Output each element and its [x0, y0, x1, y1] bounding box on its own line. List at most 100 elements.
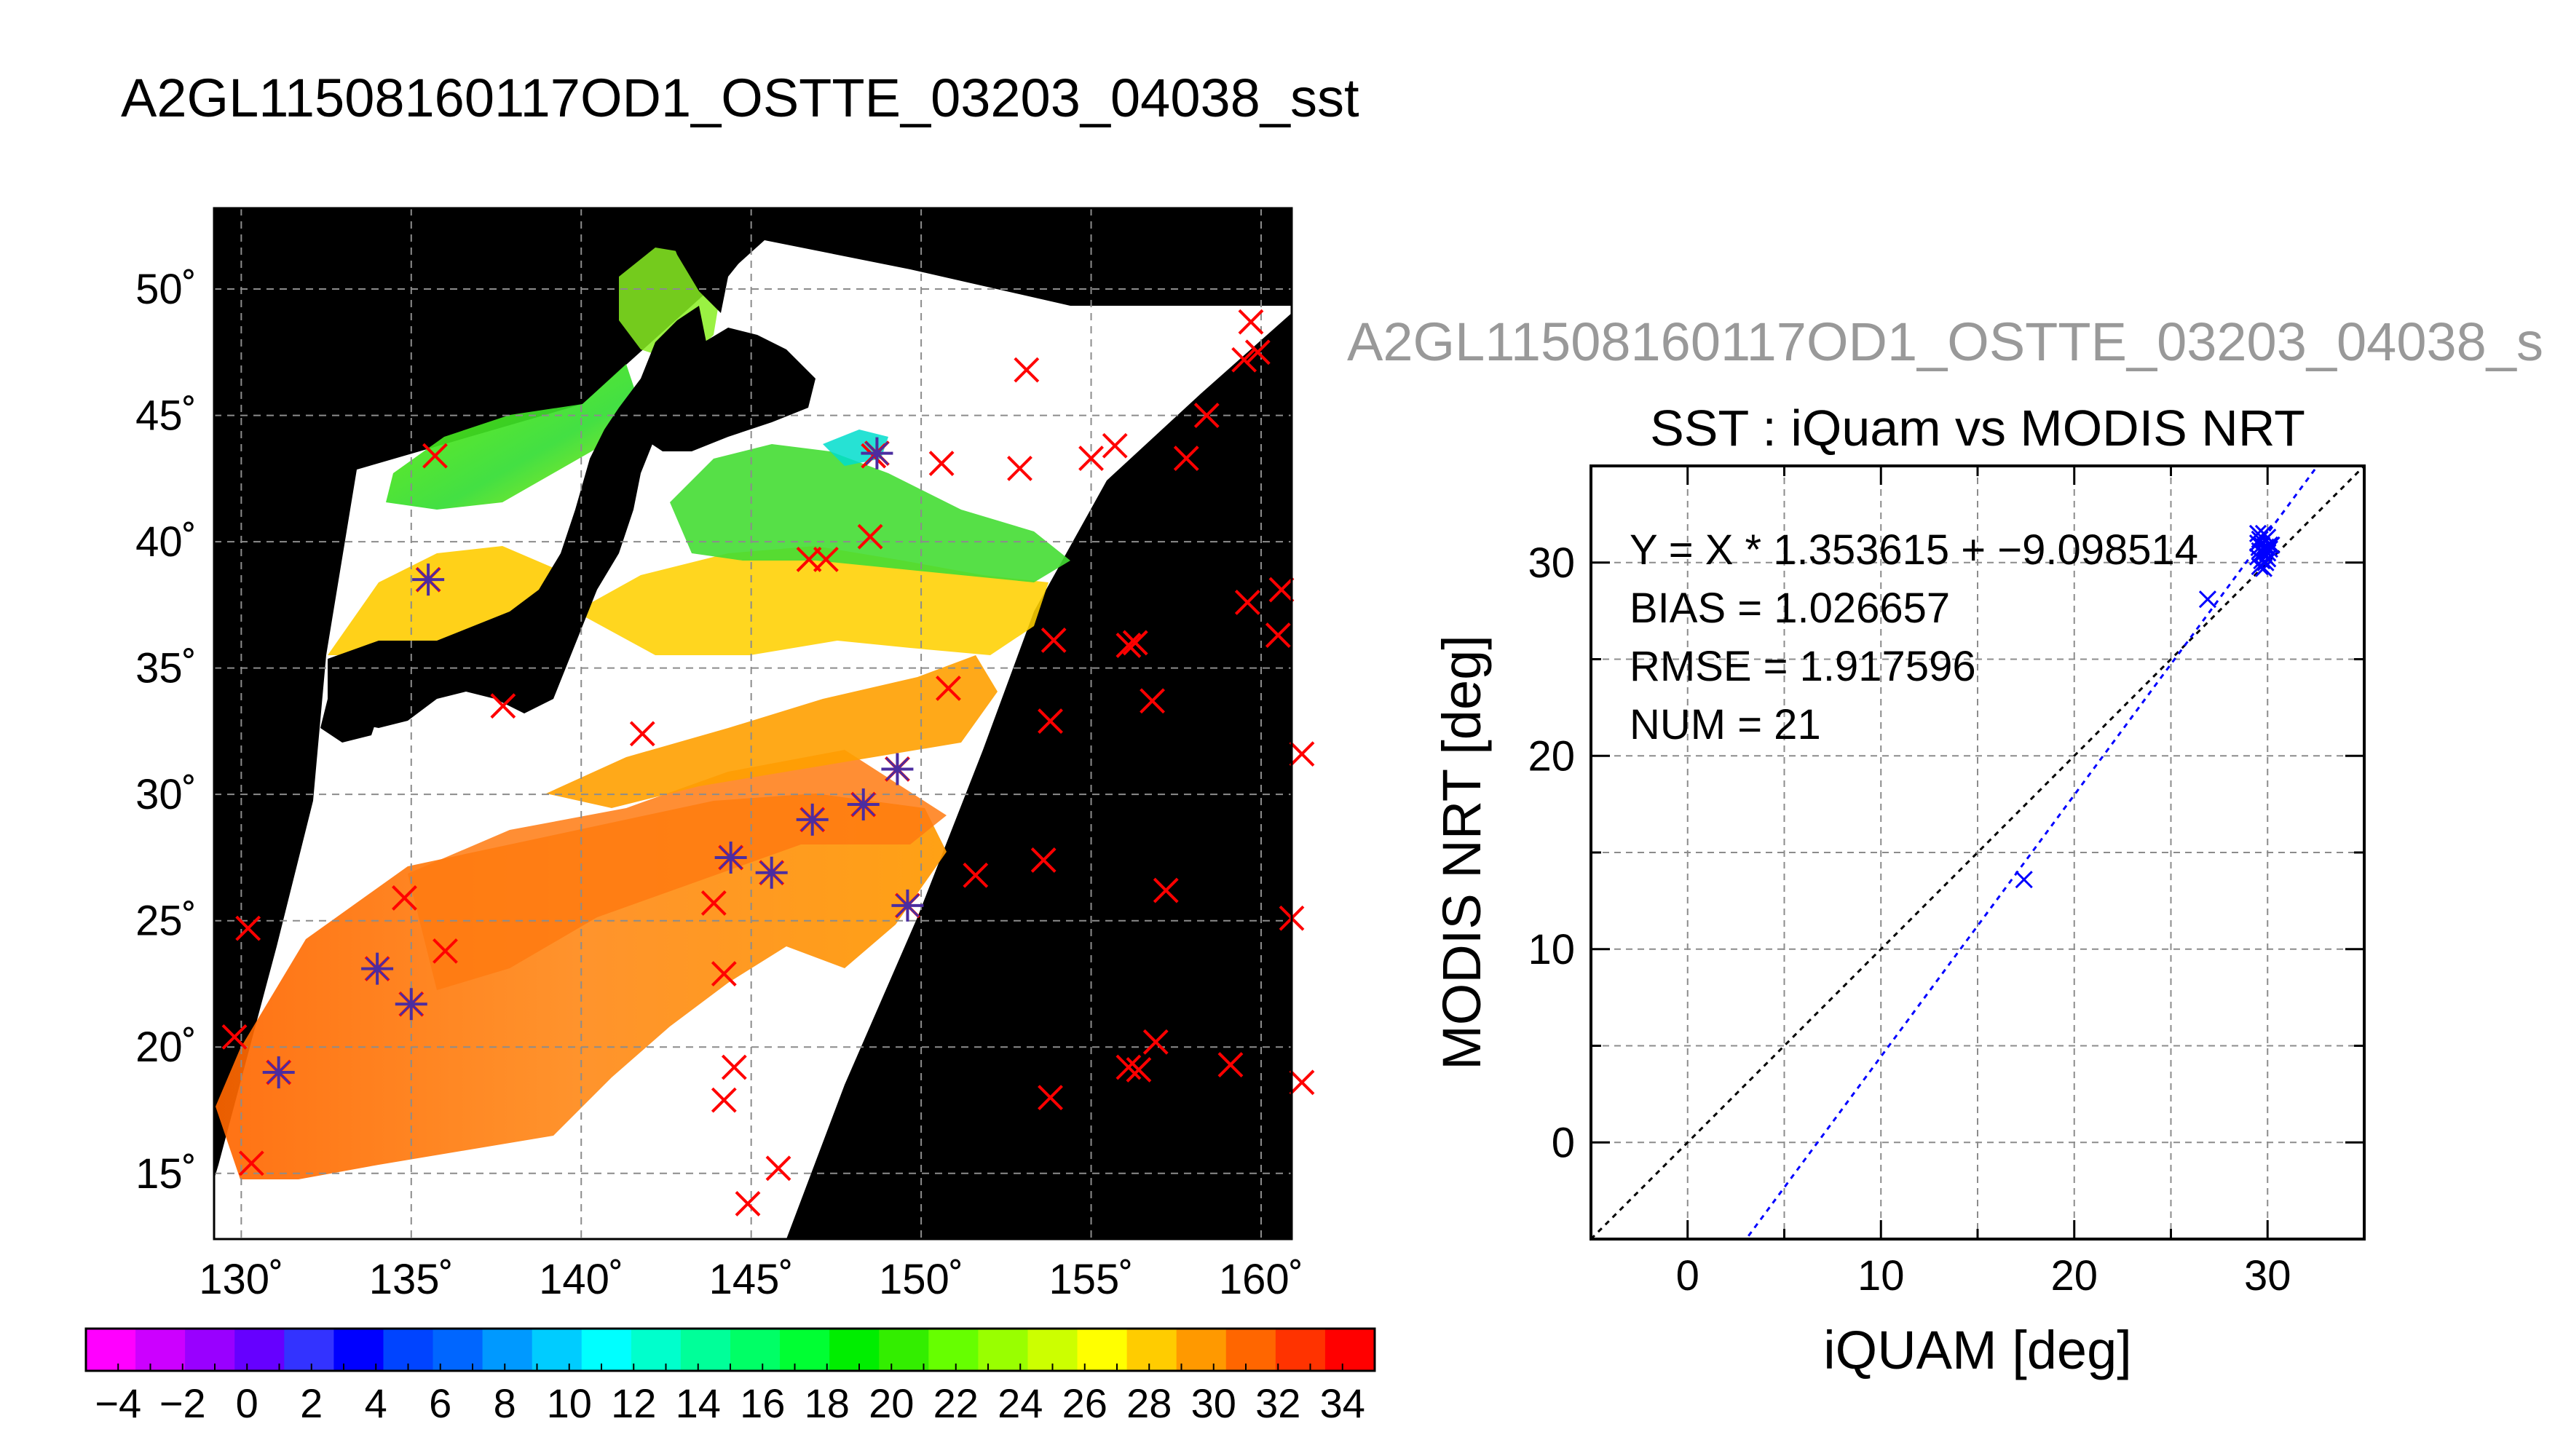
matchup-star — [796, 803, 829, 836]
colorbar-tick-label: 20 — [869, 1380, 914, 1426]
insitu-marker-stroke — [1115, 1054, 1142, 1080]
insitu-marker-stroke — [1030, 847, 1057, 873]
insitu-marker — [1030, 847, 1057, 873]
lat-tick-label: 30˚ — [135, 771, 197, 818]
insitu-marker — [1122, 630, 1148, 656]
insitu-marker — [1038, 708, 1063, 734]
lon-tick-label: 145˚ — [709, 1256, 794, 1303]
insitu-marker — [433, 938, 458, 964]
insitu-marker — [1038, 1085, 1063, 1111]
y-tick-label: 30 — [1528, 539, 1575, 587]
insitu-marker-stroke — [711, 961, 737, 987]
colorbar-tick-label: 14 — [676, 1380, 721, 1426]
scatter-point — [2198, 590, 2217, 609]
scatter-point-stroke — [2253, 552, 2271, 570]
scatter-point-stroke — [2254, 559, 2273, 577]
lon-tick-label: 150˚ — [879, 1256, 963, 1303]
matchup-star-stroke — [266, 1060, 291, 1085]
insitu-marker-stroke — [721, 1054, 747, 1080]
insitu-marker — [238, 1150, 264, 1176]
colorbar-tick-label: 18 — [805, 1380, 850, 1426]
insitu-marker — [1265, 622, 1291, 648]
insitu-marker-stroke — [928, 451, 955, 476]
x-axis-label: iQUAM [deg] — [1823, 1320, 2132, 1380]
insitu-marker-stroke — [1268, 577, 1295, 603]
insitu-marker — [422, 443, 448, 469]
lat-tick-label: 45˚ — [135, 392, 197, 440]
matchup-star — [847, 788, 880, 821]
insitu-marker — [1289, 741, 1315, 767]
lat-tick-label: 20˚ — [135, 1024, 197, 1071]
insitu-marker-stroke — [235, 915, 261, 941]
lat-tick-label: 50˚ — [135, 266, 197, 313]
scatter-file-title: A2GL11508160117OD1_OSTTE_03203_04038_s — [1347, 312, 2543, 372]
insitu-marker-stroke — [765, 1155, 791, 1182]
land-honshu — [328, 306, 706, 728]
insitu-marker-stroke — [857, 523, 883, 550]
colorbar-swatch — [482, 1329, 533, 1371]
colorbar-swatch — [433, 1329, 483, 1371]
x-tick-label: 30 — [2244, 1252, 2291, 1299]
map-tick-labels: 130˚ 135˚ 140˚ 145˚ 150˚ 155˚ 160˚ 15˚ 20˚ 25˚ 30˚… — [135, 266, 1303, 1303]
insitu-marker — [721, 1054, 747, 1080]
insitu-marker-stroke — [1217, 1052, 1244, 1077]
colorbar-tick-label: 22 — [933, 1380, 979, 1426]
sst-mid-band — [546, 655, 998, 808]
insitu-marker — [235, 915, 261, 941]
matchup-star — [891, 889, 924, 922]
colorbar-swatch — [1225, 1329, 1276, 1371]
insitu-marker-stroke — [1014, 357, 1040, 383]
insitu-marker — [813, 546, 839, 572]
colorbar-swatch — [829, 1329, 880, 1371]
colorbar-tick-label: 4 — [365, 1380, 387, 1426]
insitu-marker — [1126, 1057, 1152, 1083]
colorbar-swatch — [284, 1329, 335, 1371]
insitu-marker-stroke — [1126, 1057, 1152, 1083]
scatter-point-stroke — [2259, 550, 2277, 568]
colorbar-tick-label: 10 — [547, 1380, 592, 1426]
lat-tick-label: 40˚ — [135, 518, 197, 566]
insitu-marker — [711, 1087, 737, 1113]
x-tick-label: 0 — [1676, 1252, 1699, 1299]
insitu-marker-stroke — [1007, 456, 1032, 481]
lon-tick-label: 140˚ — [539, 1256, 623, 1303]
matchup-star — [861, 437, 893, 470]
colorbar-tick-label: 28 — [1126, 1380, 1172, 1426]
insitu-marker — [1173, 446, 1199, 472]
sst-yellow-central — [575, 546, 1049, 655]
colorbar-tick-label: −2 — [159, 1380, 206, 1426]
insitu-marker-stroke — [1173, 446, 1199, 472]
stats-line: NUM = 21 — [1630, 701, 1821, 748]
scatter-point-stroke — [2253, 536, 2271, 554]
colorbar: −4 −2 0 2 4 6 8 10 12 14 16 18 20 22 24 26 28 30 32 34 — [84, 1327, 1376, 1426]
matchup-star — [755, 856, 788, 889]
insitu-marker — [936, 675, 961, 701]
colorbar-tick-label: 16 — [740, 1380, 785, 1426]
colorbar-swatch — [1126, 1329, 1177, 1371]
insitu-marker-stroke — [735, 1190, 761, 1216]
lon-tick-label: 155˚ — [1049, 1256, 1133, 1303]
colorbar-tick-label: 32 — [1255, 1380, 1300, 1426]
matchup-star-stroke — [759, 860, 783, 885]
colorbar-swatch — [680, 1329, 731, 1371]
insitu-marker-stroke — [1234, 589, 1260, 615]
matchup-star — [881, 753, 914, 786]
insitu-marker — [1140, 688, 1165, 714]
colorbar-swatch — [234, 1329, 285, 1371]
colorbar-swatch — [1077, 1329, 1128, 1371]
insitu-marker — [1078, 446, 1104, 472]
insitu-marker — [1231, 347, 1257, 373]
insitu-marker — [629, 721, 655, 747]
colorbar-swatch — [928, 1329, 979, 1371]
matchup-star — [395, 988, 427, 1021]
insitu-marker — [1217, 1052, 1244, 1077]
matchup-star — [412, 563, 445, 596]
stats-line: BIAS = 1.026657 — [1630, 585, 1950, 632]
insitu-marker — [700, 890, 727, 916]
insitu-marker-stroke — [1102, 432, 1128, 459]
insitu-marker — [735, 1190, 761, 1216]
fit-line — [1745, 466, 2319, 1239]
colorbar-tick-label: 6 — [429, 1380, 451, 1426]
insitu-marker-stroke — [1115, 632, 1142, 658]
scatter-point — [2254, 559, 2273, 577]
